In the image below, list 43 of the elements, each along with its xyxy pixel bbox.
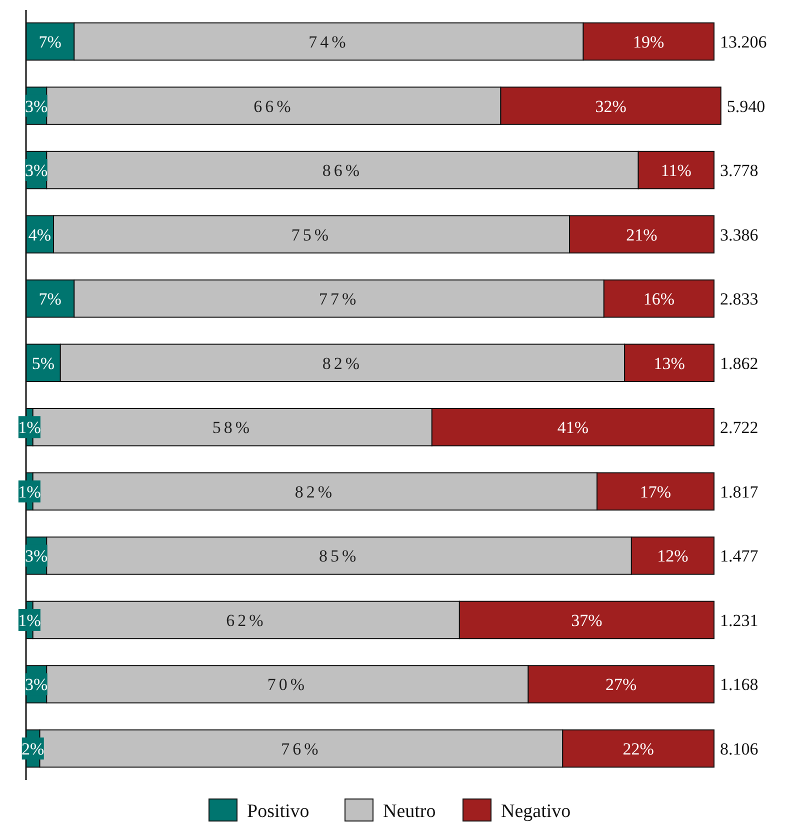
data-label: 62% (226, 610, 266, 630)
data-label: 21% (626, 225, 658, 244)
data-label: 37% (571, 610, 602, 630)
annotation: 2.833 (720, 290, 758, 309)
annotation: 1.168 (720, 675, 758, 694)
data-label: 12% (657, 546, 688, 566)
legend-label: Negativo (501, 801, 571, 822)
data-label: 13% (654, 354, 685, 373)
data-label: 58% (212, 418, 252, 438)
text: 5.940 (726, 96, 766, 116)
annotation: 3.386 (720, 225, 758, 244)
legend-label: Neutro (383, 801, 436, 822)
data-label: 7% (38, 290, 62, 309)
data-label: 70% (267, 675, 308, 694)
data-label: 86% (322, 161, 363, 180)
annotation: 8.106 (720, 740, 758, 759)
data-label: 76% (281, 740, 322, 759)
data-label: 7% (38, 32, 62, 52)
data-label: 22% (622, 740, 654, 759)
data-label: 17% (640, 482, 672, 502)
data-label: 41% (557, 418, 589, 438)
annotation: 13.206 (720, 32, 767, 52)
data-label: 4% (28, 225, 52, 244)
annotation: 2.722 (720, 418, 758, 438)
data-label: 82% (294, 482, 336, 502)
data-label: 77% (318, 290, 360, 309)
annotation: 1.477 (720, 546, 759, 566)
legend-label: Positivo (247, 801, 310, 822)
data-label: 32% (595, 96, 626, 116)
data-label: 74% (308, 32, 349, 52)
data-label: 19% (633, 32, 664, 52)
annotation: 1.231 (720, 610, 758, 630)
data-label: 66% (254, 96, 294, 116)
annotation: 1.817 (720, 482, 759, 502)
data-label: 16% (643, 290, 675, 309)
data-label: 82% (322, 354, 363, 373)
data-label: 27% (606, 675, 637, 694)
data-label: 75% (291, 225, 332, 244)
annotation: 3.778 (720, 161, 758, 180)
annotation: 1.862 (720, 354, 758, 373)
data-label: 85% (318, 546, 360, 566)
data-label: 11% (660, 161, 692, 180)
data-label: 5% (32, 354, 55, 373)
